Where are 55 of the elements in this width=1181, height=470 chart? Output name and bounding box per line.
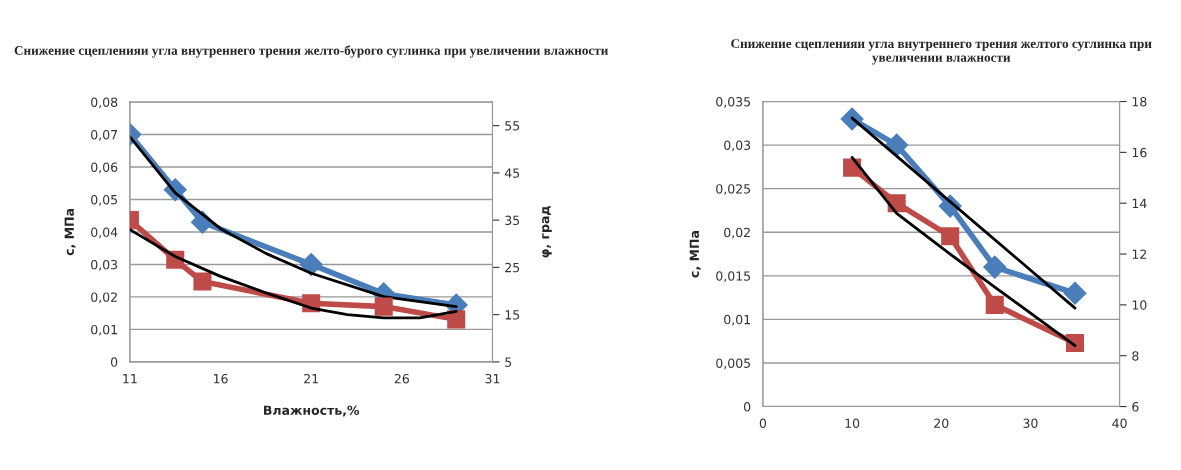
chart-title: Снижение сцепленияи угла внутреннего трения желто-бурого суглинка при увеличении влажности: [14, 45, 608, 58]
x-tick-label: 10: [845, 418, 860, 429]
y-tick-label: 0,04: [91, 227, 118, 239]
y-tick-label: 0,03: [91, 259, 118, 271]
y-tick-label: 0,005: [716, 358, 751, 370]
y-tick-label: 0,05: [91, 194, 118, 206]
point: [374, 297, 393, 316]
point: [941, 227, 960, 246]
x-tick-label: 21: [304, 373, 318, 384]
y2-tick-label: 18: [1132, 96, 1147, 107]
y2-tick-label: 10: [1132, 300, 1147, 310]
y-axis-title: c, МПа: [689, 231, 701, 278]
y-tick-label: 0,02: [91, 292, 117, 304]
y-tick-label: 0,015: [716, 271, 751, 283]
point: [985, 295, 1004, 314]
y-tick-label: 0,01: [724, 314, 750, 326]
x-tick-label: 20: [934, 418, 949, 429]
y-tick-label: 0,02: [724, 227, 750, 239]
y2-tick-label: 12: [1132, 249, 1147, 259]
y2-tick-label: 45: [504, 168, 520, 178]
y-tick-label: 0: [743, 402, 751, 412]
y-tick-label: 0,03: [724, 140, 751, 152]
y-tick-label: 0,06: [91, 162, 118, 174]
y2-tick-label: 25: [505, 262, 520, 273]
y2-tick-label: 55: [505, 121, 520, 131]
point: [1063, 281, 1087, 306]
y2-tick-label: 35: [505, 215, 520, 226]
point: [982, 255, 1007, 279]
y-tick-label: 0: [110, 357, 118, 367]
point: [447, 310, 466, 329]
x-tick-label: 40: [1112, 418, 1127, 429]
y-tick-label: 0,07: [91, 129, 118, 141]
y-tick-label: 0,08: [91, 97, 118, 109]
y2-axis-title: φ, град: [542, 206, 552, 258]
x-tick-label: 26: [394, 373, 409, 384]
point: [193, 272, 212, 291]
x-tick-label: 30: [1023, 418, 1038, 429]
chart-title: Снижение сцепленияи угла внутреннего трения желтого суглинка при увеличении влажности: [731, 39, 1152, 65]
x-tick-label: 31: [485, 373, 500, 384]
x-tick-label: 0: [759, 418, 767, 429]
y2-tick-label: 15: [505, 310, 520, 320]
y2-tick-label: 8: [1132, 351, 1139, 361]
x-tick-label: 11: [123, 374, 137, 384]
y2-tick-label: 16: [1132, 147, 1147, 158]
point: [299, 252, 323, 277]
y2-tick-label: 6: [1132, 402, 1139, 412]
y-axis-title: c, МПа: [64, 209, 76, 256]
y2-tick-label: 14: [1132, 198, 1147, 208]
point: [884, 133, 909, 157]
y2-tick-label: 5: [505, 357, 512, 367]
y-tick-label: 0,035: [716, 96, 751, 108]
y-tick-label: 0,025: [716, 184, 751, 195]
x-axis-title: Влажность,%: [264, 405, 360, 417]
x-tick-label: 16: [213, 373, 228, 384]
y-tick-label: 0,01: [91, 324, 117, 336]
